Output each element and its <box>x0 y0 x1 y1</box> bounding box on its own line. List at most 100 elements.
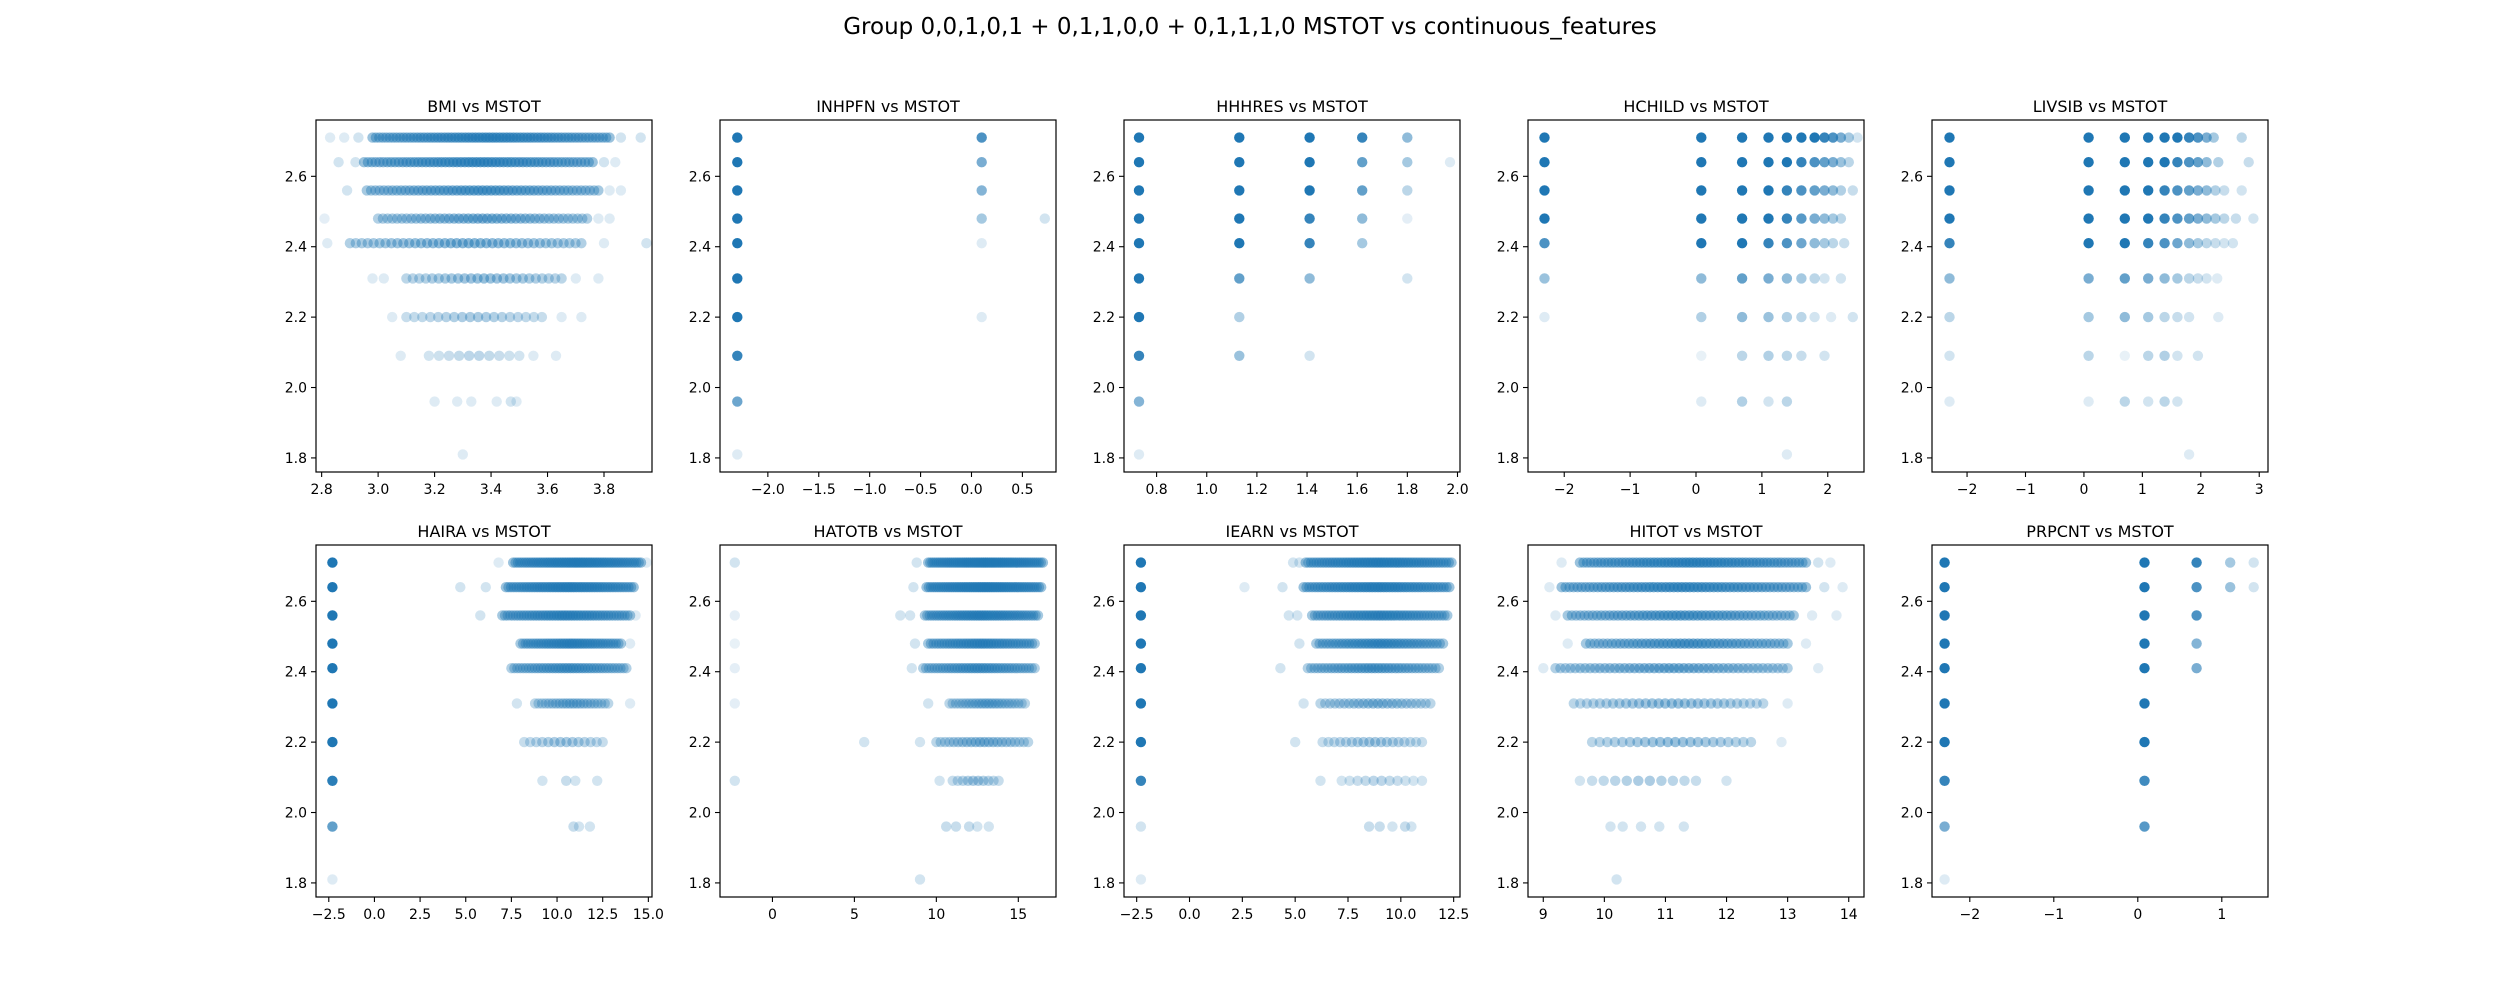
scatter-point <box>558 185 570 196</box>
scatter-point <box>923 557 934 568</box>
scatter-point <box>417 311 428 323</box>
scatter-point <box>356 238 367 249</box>
scatter-point <box>616 610 628 621</box>
scatter-point <box>950 821 962 832</box>
scatter-point <box>1442 610 1453 621</box>
scatter-point <box>561 736 572 748</box>
scatter-point <box>1022 736 1034 748</box>
scatter-point <box>1776 610 1787 621</box>
axes-frame <box>1527 544 1865 898</box>
scatter-point <box>1406 698 1417 709</box>
scatter-point <box>1627 698 1638 709</box>
scatter-point <box>528 638 539 649</box>
scatter-point <box>732 396 743 407</box>
scatter-point <box>1387 821 1398 832</box>
scatter-point <box>1416 663 1428 674</box>
scatter-point <box>2143 185 2154 196</box>
scatter-point <box>1133 213 1145 224</box>
scatter-point <box>1135 557 1147 568</box>
scatter-point <box>1135 821 1147 832</box>
scatter-point <box>1783 557 1794 568</box>
scatter-point <box>618 663 629 674</box>
scatter-point <box>1556 582 1567 593</box>
scatter-point <box>1382 698 1393 709</box>
scatter-point <box>1330 638 1342 649</box>
scatter-point <box>1728 663 1739 674</box>
scatter-point <box>587 132 598 143</box>
scatter-point <box>512 311 524 323</box>
y-tick-label: 2.2 <box>285 735 307 751</box>
scatter-point <box>1944 185 1955 196</box>
scatter-point <box>1827 132 1839 143</box>
subplot-title: HITOT vs MSTOT <box>1630 522 1763 541</box>
scatter-point <box>604 213 615 224</box>
scatter-point <box>1736 213 1748 224</box>
scatter-point <box>970 736 981 748</box>
scatter-point <box>1415 638 1426 649</box>
scatter-point <box>1029 557 1040 568</box>
x-tick-label: 5.0 <box>1284 907 1306 923</box>
scatter-point <box>1721 775 1732 786</box>
scatter-point <box>552 238 563 249</box>
scatter-point <box>1677 736 1689 748</box>
scatter-point <box>353 132 364 143</box>
scatter-point <box>2213 157 2224 168</box>
scatter-point <box>906 663 917 674</box>
y-tick-label: 2.4 <box>285 665 307 681</box>
y-tick-label: 2.6 <box>1093 169 1115 185</box>
y-tick-label: 2.2 <box>1497 735 1519 751</box>
scatter-point <box>2083 213 2094 224</box>
scatter-point <box>374 132 385 143</box>
scatter-point <box>1713 663 1724 674</box>
scatter-point <box>553 213 564 224</box>
scatter-point <box>387 185 398 196</box>
y-tick-label: 2.6 <box>1901 594 1923 610</box>
scatter-point <box>333 157 344 168</box>
scatter-point <box>1696 213 1707 224</box>
scatter-point <box>421 238 433 249</box>
scatter-point <box>939 638 950 649</box>
scatter-point <box>1634 663 1645 674</box>
scatter-point <box>1579 663 1591 674</box>
scatter-point <box>1562 610 1573 621</box>
scatter-point <box>391 213 403 224</box>
scatter-point <box>1797 557 1808 568</box>
scatter-point <box>1024 557 1036 568</box>
scatter-point <box>496 311 508 323</box>
scatter-point <box>1588 698 1599 709</box>
scatter-point <box>1748 638 1759 649</box>
scatter-point <box>1723 736 1734 748</box>
scatter-point <box>1584 663 1596 674</box>
scatter-point <box>1614 698 1625 709</box>
x-tick-label: 3.2 <box>423 482 445 498</box>
scatter-point <box>537 273 548 284</box>
scatter-point <box>1575 610 1586 621</box>
scatter-point <box>2139 736 2150 748</box>
point-group <box>327 557 652 885</box>
scatter-point <box>976 311 987 323</box>
scatter-point <box>350 157 361 168</box>
scatter-point <box>1939 821 1950 832</box>
scatter-point <box>453 350 465 361</box>
scatter-point <box>1620 698 1632 709</box>
x-tick-label: 2.0 <box>1446 482 1468 498</box>
scatter-point <box>2083 157 2094 168</box>
scatter-point <box>567 213 578 224</box>
scatter-point <box>1587 610 1599 621</box>
scatter-point <box>595 638 606 649</box>
scatter-point <box>2143 396 2154 407</box>
scatter-point <box>392 238 403 249</box>
scatter-point <box>1746 610 1758 621</box>
scatter-point <box>327 874 338 885</box>
scatter-point <box>1780 610 1791 621</box>
scatter-point <box>557 698 569 709</box>
scatter-point <box>1796 273 1807 284</box>
scatter-point <box>1402 185 1413 196</box>
scatter-point <box>1307 582 1318 593</box>
scatter-point <box>1550 610 1561 621</box>
scatter-point <box>526 663 538 674</box>
scatter-point <box>1629 663 1640 674</box>
scatter-point <box>595 610 606 621</box>
scatter-point <box>1696 132 1707 143</box>
scatter-point <box>576 185 587 196</box>
